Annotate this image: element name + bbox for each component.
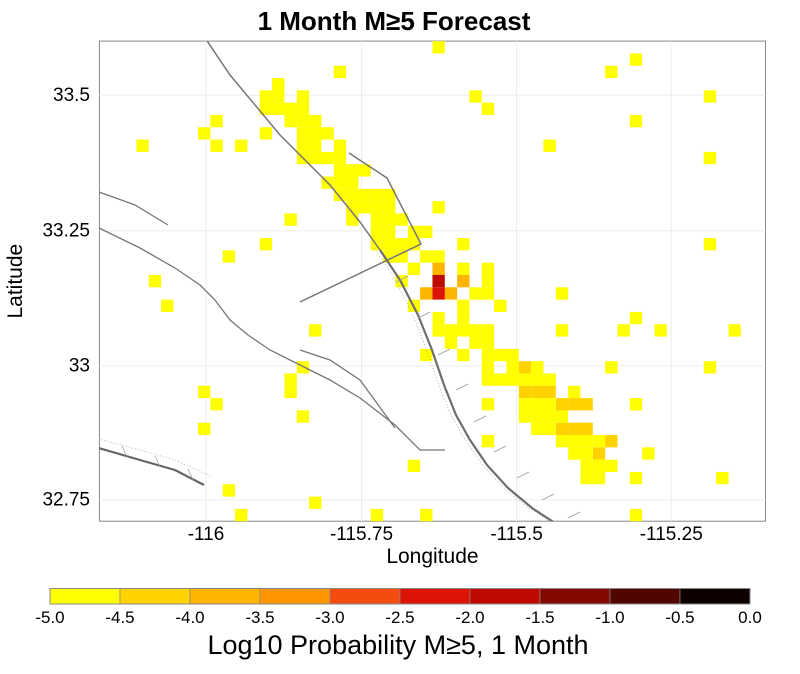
svg-text:-115.5: -115.5 [490, 524, 542, 545]
svg-text:0.0: 0.0 [738, 608, 762, 627]
svg-text:33: 33 [69, 356, 90, 377]
svg-text:-116: -116 [188, 524, 225, 545]
svg-text:Log10 Probability M≥5, 1 Month: Log10 Probability M≥5, 1 Month [207, 630, 588, 660]
svg-text:-2.0: -2.0 [455, 608, 484, 627]
svg-text:-4.5: -4.5 [105, 608, 134, 627]
svg-text:Longitude: Longitude [386, 545, 478, 568]
svg-text:32.75: 32.75 [42, 490, 90, 511]
svg-text:-115.75: -115.75 [330, 524, 393, 545]
svg-text:Latitude: Latitude [4, 244, 27, 319]
svg-text:-0.5: -0.5 [665, 608, 694, 627]
svg-text:-115.25: -115.25 [640, 524, 703, 545]
svg-text:-2.5: -2.5 [385, 608, 414, 627]
svg-text:-4.0: -4.0 [175, 608, 204, 627]
svg-text:33.25: 33.25 [42, 221, 90, 242]
svg-text:-1.5: -1.5 [525, 608, 554, 627]
svg-text:-1.0: -1.0 [595, 608, 624, 627]
svg-text:-3.5: -3.5 [245, 608, 274, 627]
svg-text:33.5: 33.5 [53, 85, 90, 106]
svg-text:-5.0: -5.0 [35, 608, 64, 627]
svg-text:-3.0: -3.0 [315, 608, 344, 627]
